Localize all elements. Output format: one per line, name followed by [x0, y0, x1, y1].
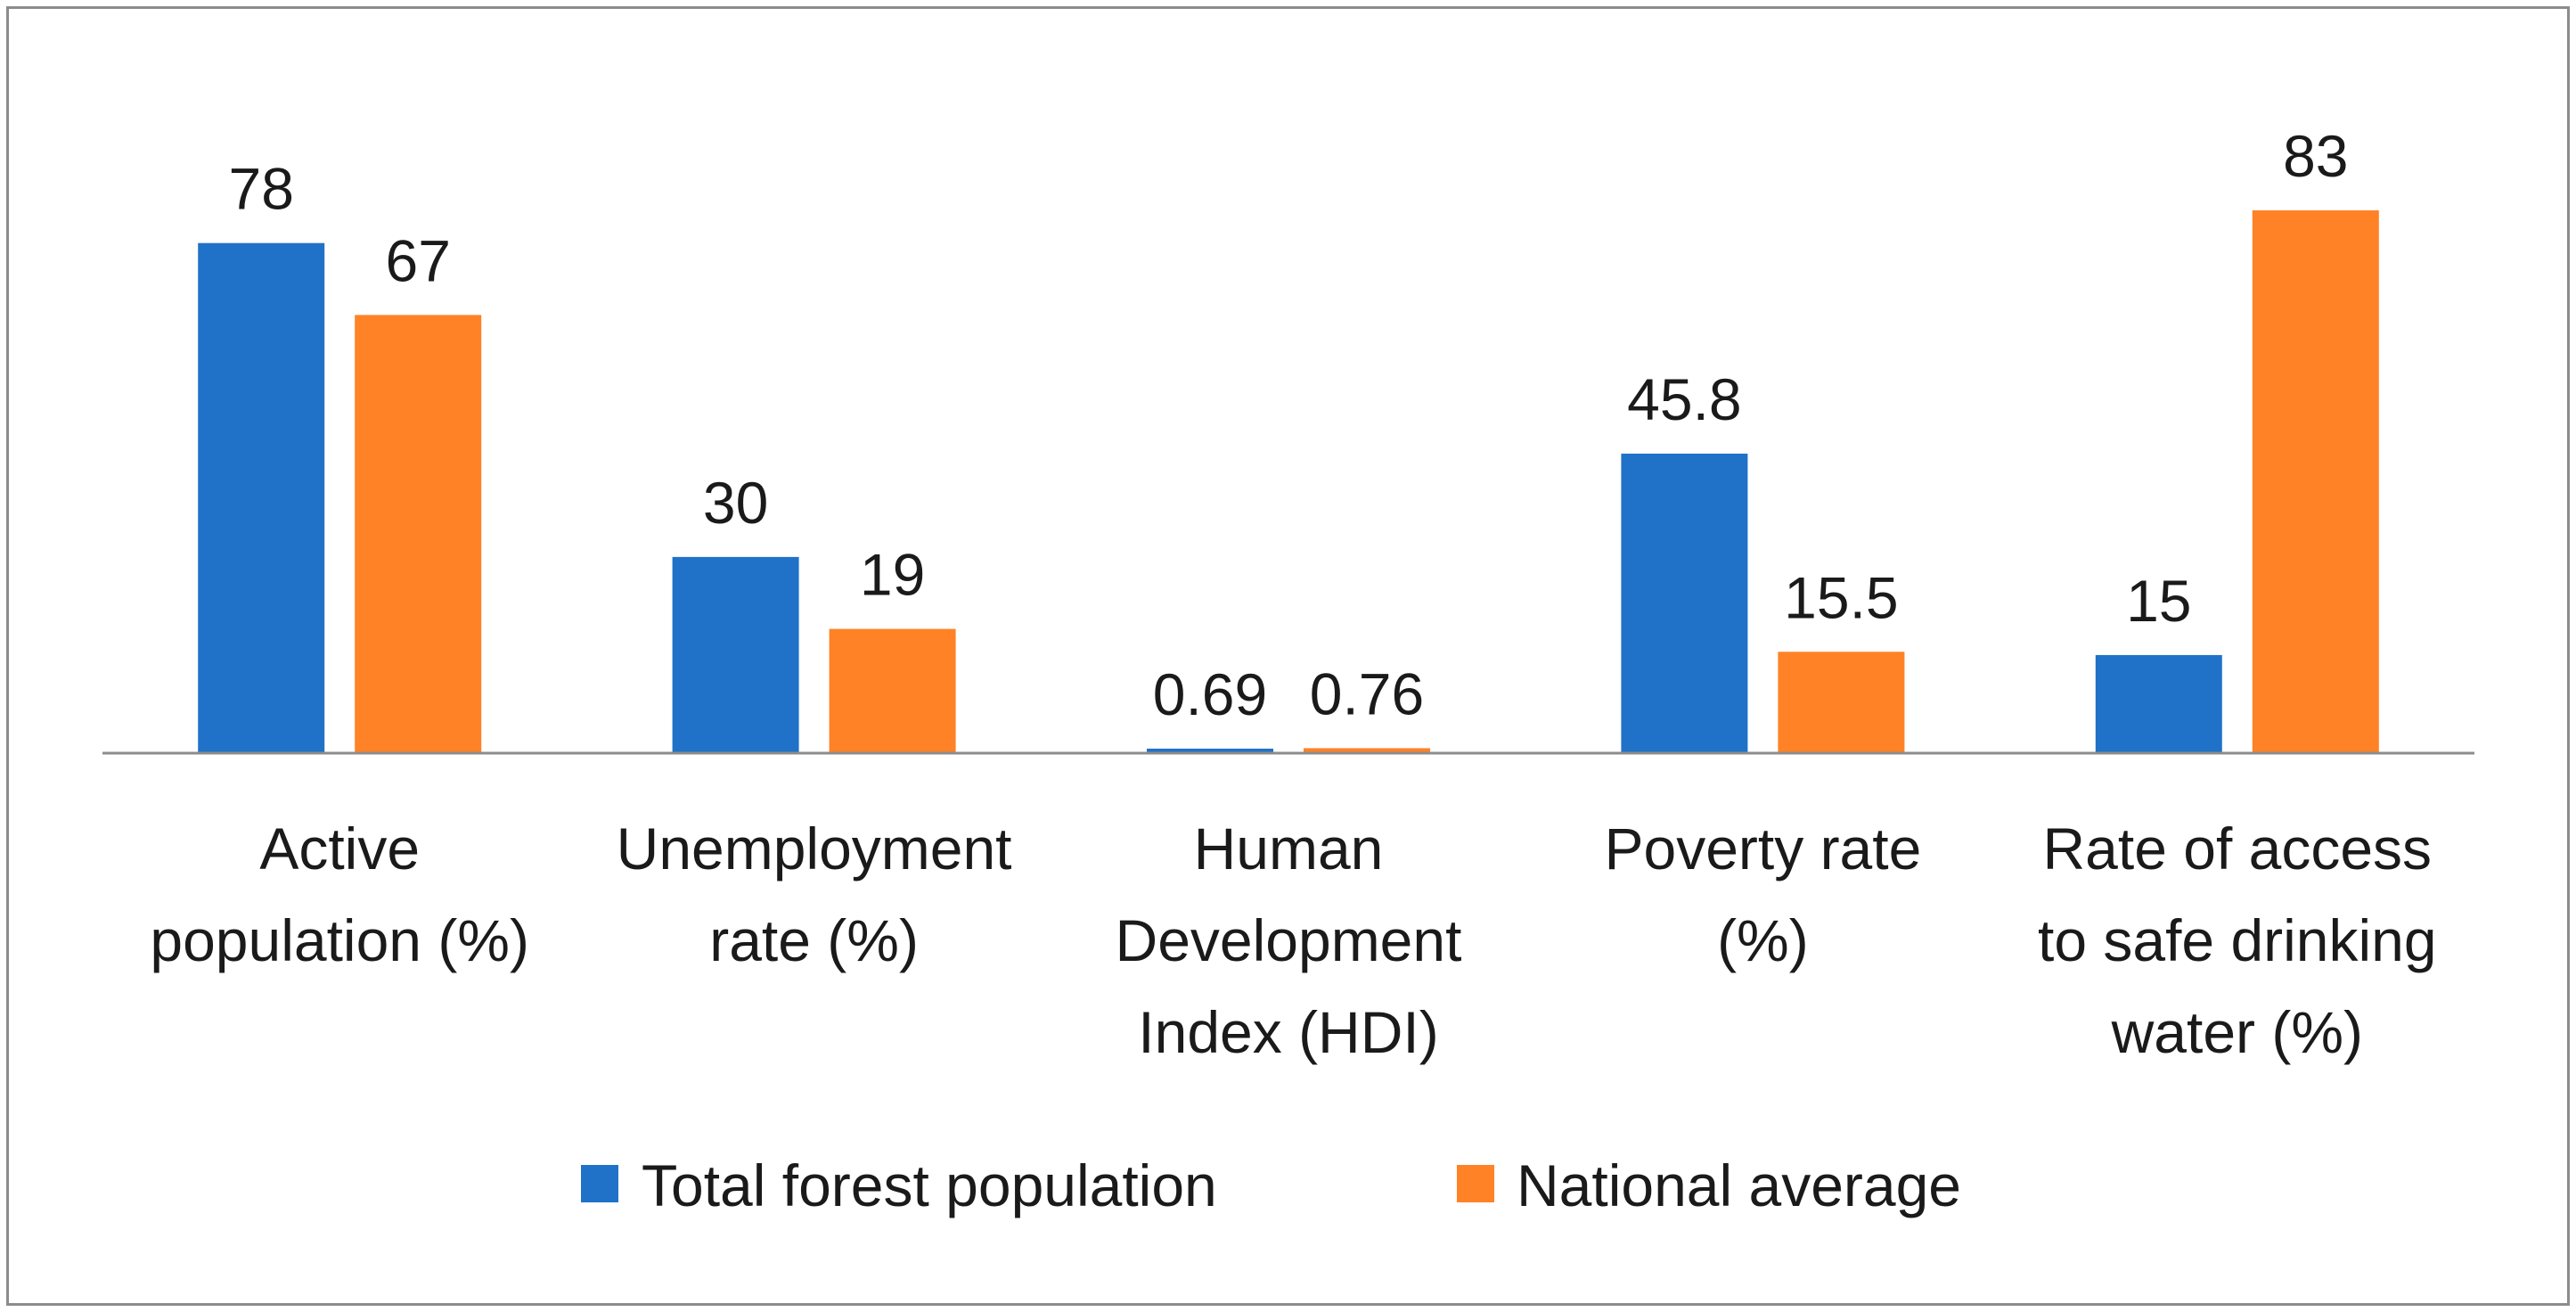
category-label-1-line-1: rate (%) [709, 907, 919, 973]
value-label-forest-0: 78 [228, 156, 293, 222]
bars-layer [198, 210, 2379, 753]
category-label-3-line-0: Poverty rate [1604, 816, 1921, 882]
value-label-national-1: 19 [860, 542, 925, 608]
bar-national-0 [355, 315, 482, 753]
category-label-2-line-0: Human [1194, 816, 1384, 882]
category-label-3-line-1: (%) [1717, 907, 1809, 973]
category-label-1-line-0: Unemployment [617, 816, 1012, 882]
legend-swatch-forest [581, 1165, 618, 1202]
bar-forest-4 [2095, 654, 2222, 753]
value-label-forest-3: 45.8 [1627, 366, 1741, 432]
bar-national-1 [829, 628, 956, 753]
legend: Total forest population National average [581, 1152, 1961, 1218]
legend-label-forest: Total forest population [642, 1152, 1217, 1218]
category-label-2-line-2: Index (HDI) [1138, 999, 1438, 1065]
category-label-0-line-1: population (%) [150, 907, 529, 973]
category-label-4-line-2: water (%) [2111, 999, 2363, 1065]
value-label-national-0: 67 [385, 227, 450, 293]
value-label-forest-4: 15 [2126, 568, 2191, 634]
value-label-forest-2: 0.69 [1153, 661, 1267, 727]
bar-national-4 [2252, 210, 2379, 753]
legend-label-national: National average [1517, 1152, 1961, 1218]
value-label-national-3: 15.5 [1784, 564, 1898, 630]
bar-forest-3 [1621, 453, 1748, 753]
category-label-4-line-0: Rate of access [2043, 816, 2433, 882]
bar-forest-0 [198, 242, 325, 753]
bar-national-3 [1778, 652, 1905, 753]
bar-forest-1 [672, 556, 799, 753]
value-label-national-2: 0.76 [1310, 660, 1424, 726]
value-label-national-4: 83 [2283, 123, 2348, 189]
value-label-forest-1: 30 [703, 470, 768, 536]
bar-national-2 [1304, 748, 1430, 753]
labels-layer: 78 67 Active population (%) 30 19 Unemployment… [150, 123, 2436, 1065]
legend-swatch-national [1457, 1165, 1494, 1202]
category-label-4-line-1: to safe drinking [2038, 907, 2437, 973]
category-label-2-line-1: Development [1116, 907, 1462, 973]
bar-forest-2 [1147, 748, 1273, 753]
category-label-0-line-0: Active [259, 816, 420, 882]
